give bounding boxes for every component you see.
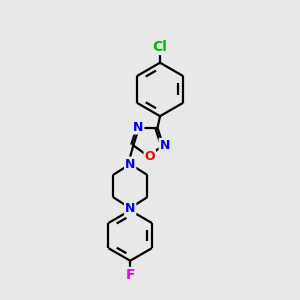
Text: Cl: Cl <box>153 40 167 54</box>
Text: N: N <box>125 202 135 214</box>
Text: N: N <box>160 139 170 152</box>
Text: O: O <box>145 151 155 164</box>
Text: N: N <box>125 158 135 171</box>
Text: F: F <box>125 268 135 282</box>
Text: N: N <box>133 121 143 134</box>
